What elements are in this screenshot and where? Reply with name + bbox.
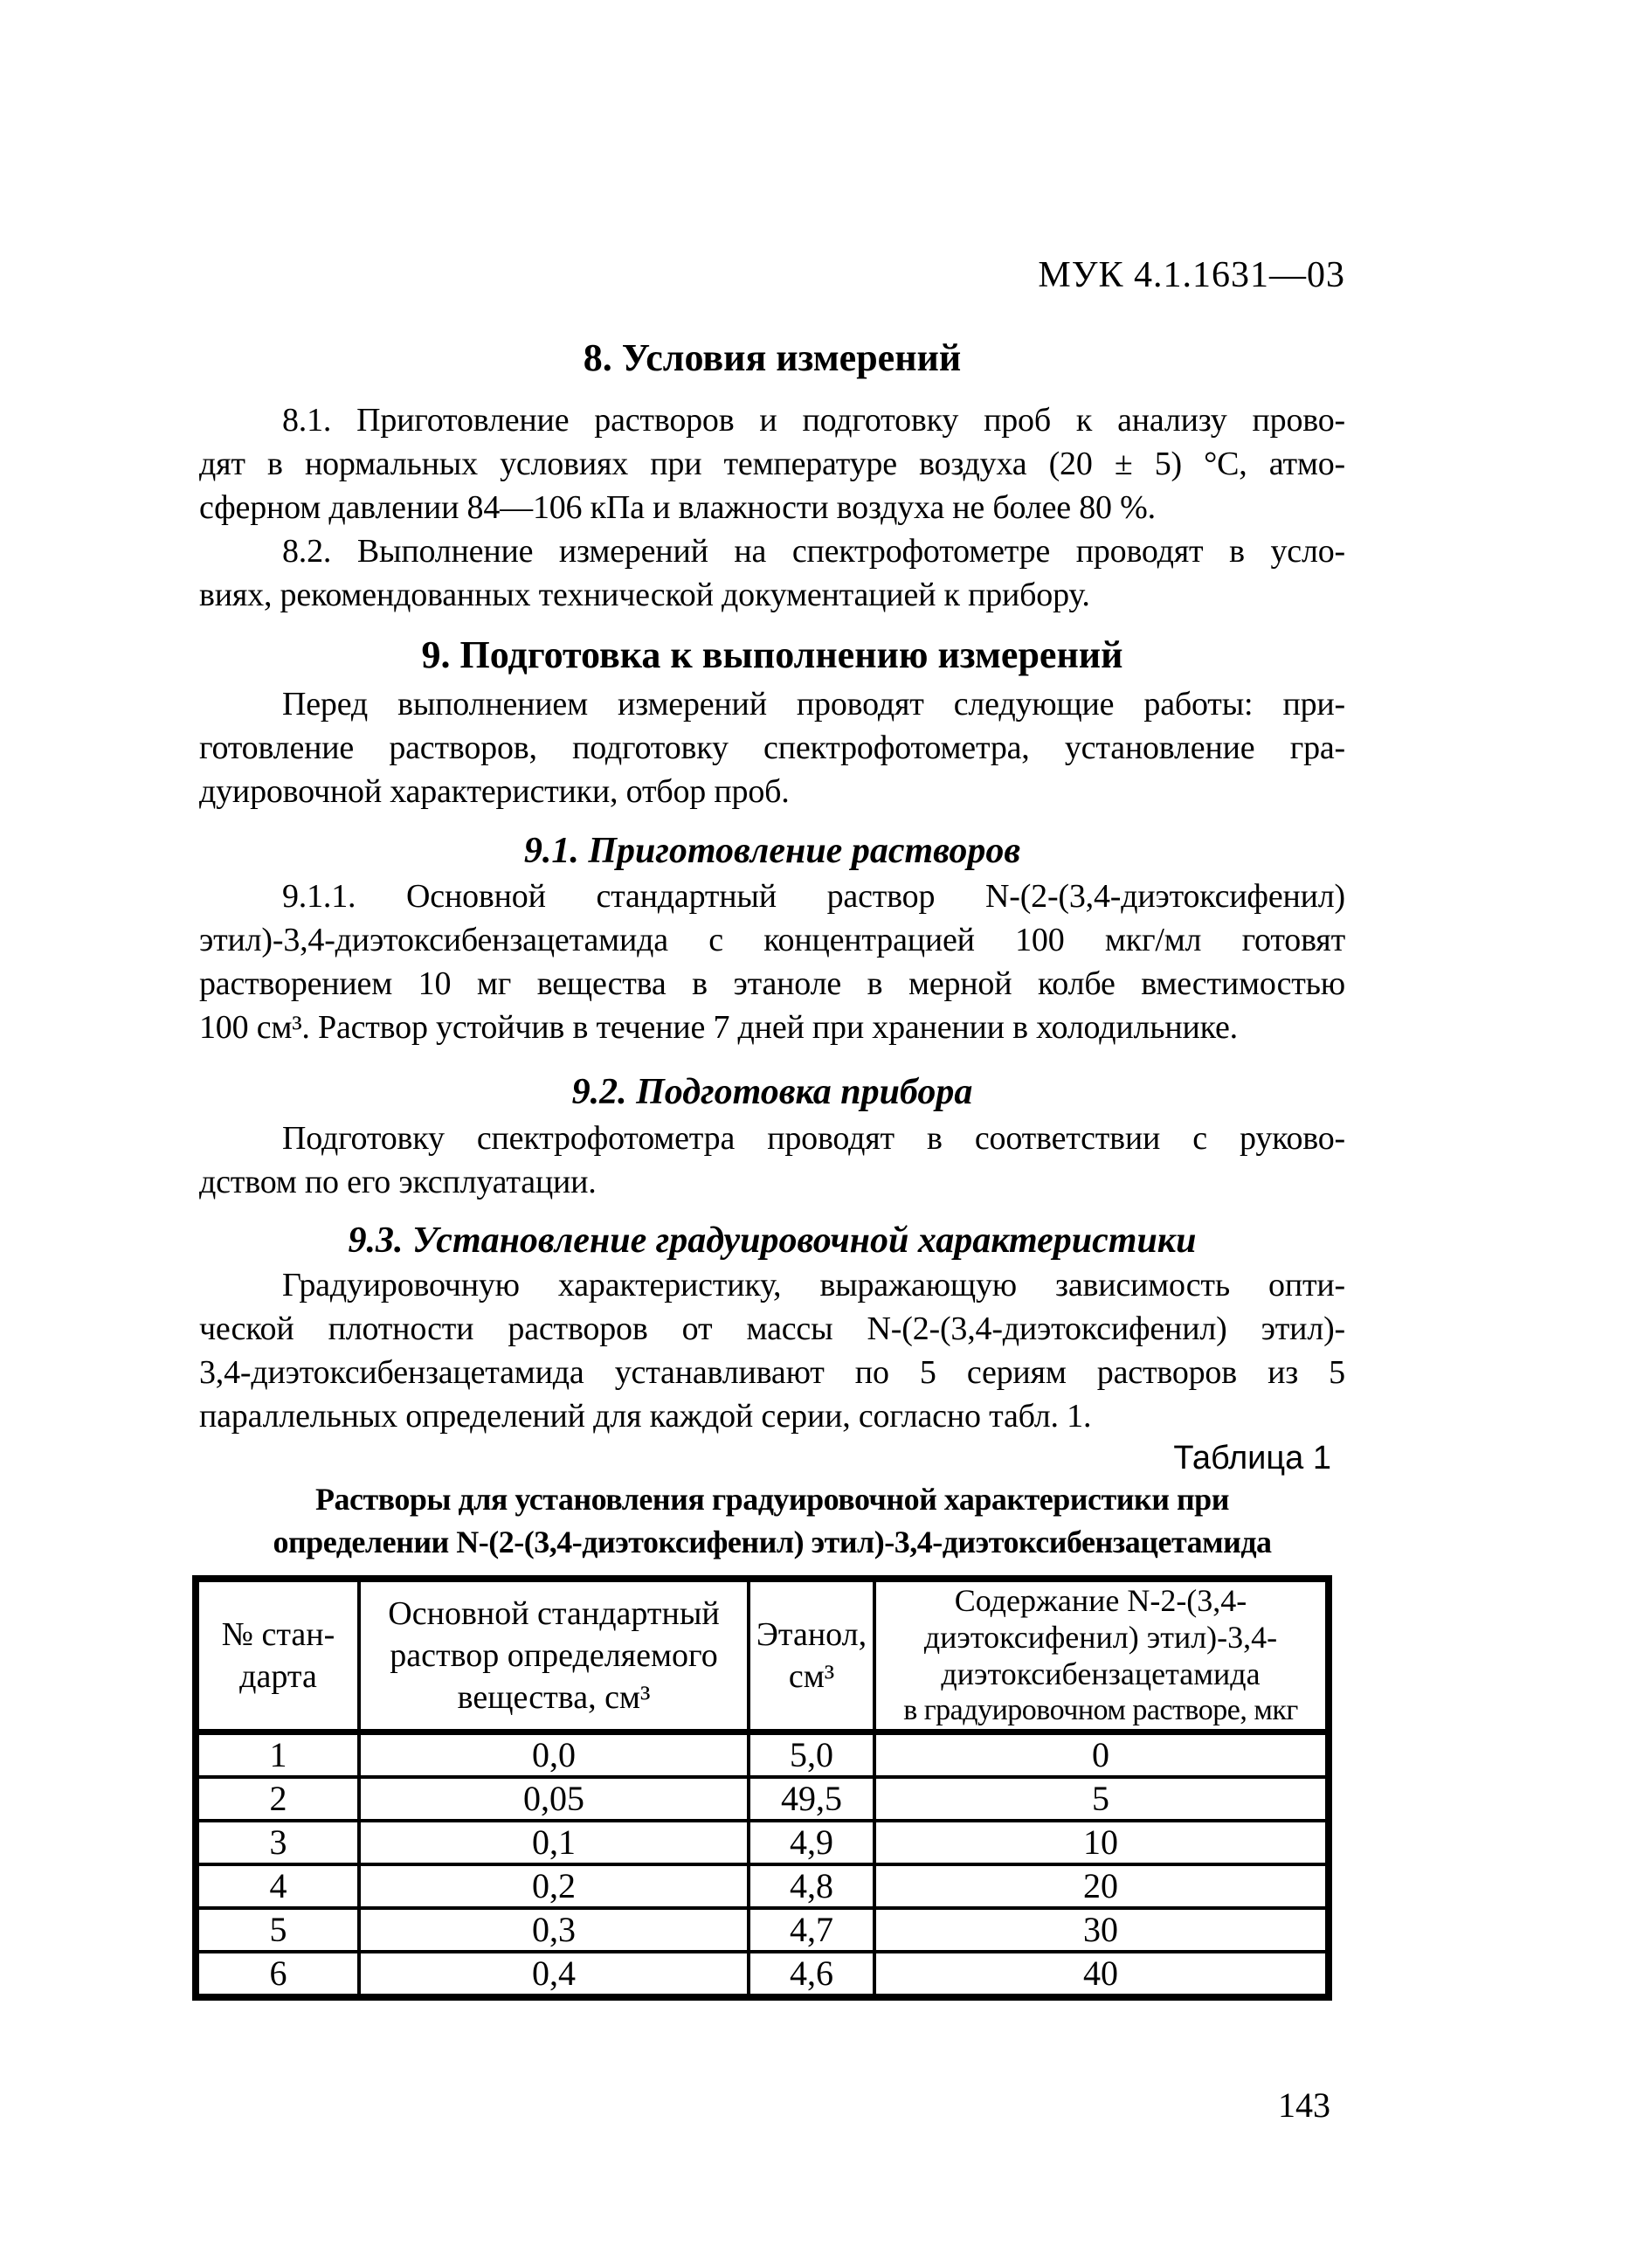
header-line: диэтоксифенил) этил)-3,4- (923, 1620, 1278, 1655)
table-caption-line: определении N-(2-(3,4-диэтоксифенил) эти… (273, 1525, 1272, 1559)
table-cell: 4,6 (747, 1950, 876, 1999)
table-cell: 1 (194, 1730, 361, 1779)
header-ethanol: Этанол, см³ (747, 1577, 876, 1735)
text-line: сферном давлении 84—106 кПа и влажности … (199, 489, 1156, 526)
table-cell: 40 (873, 1950, 1330, 1999)
header-line: раствор определяемого (390, 1637, 718, 1674)
table-cell: 4,9 (747, 1819, 876, 1866)
table-cell: 0,3 (357, 1906, 750, 1953)
table-container: № стан- дарта Основной стандартный раств… (192, 1575, 1345, 2001)
table-cell: 5 (194, 1906, 361, 1953)
text-line: ческой плотности растворов от массы N-(2… (199, 1310, 1345, 1347)
header-standard-number: № стан- дарта (194, 1577, 361, 1735)
table-caption: Растворы для установления градуировочной… (199, 1478, 1345, 1564)
page-number: 143 (1278, 2085, 1330, 2125)
header-line: в градуировочном растворе, мкг (903, 1694, 1298, 1726)
text-line: дуировочной характеристики, отбор проб. (199, 773, 790, 810)
text-line: растворением 10 мг вещества в этаноле в … (199, 965, 1345, 1002)
paragraph-8-1: 8.1. Приготовление растворов и подготовк… (199, 398, 1345, 529)
table-caption-line: Растворы для установления градуировочной… (315, 1482, 1229, 1517)
table-cell: 4,8 (747, 1863, 876, 1910)
table-cell: 5 (873, 1775, 1330, 1822)
table-cell: 5,0 (747, 1730, 876, 1779)
text-line: виях, рекомендованных технической докуме… (199, 577, 1090, 613)
table-cell: 20 (873, 1863, 1330, 1910)
table-cell: 4 (194, 1863, 361, 1910)
header-line: Содержание N-2-(3,4- (954, 1583, 1247, 1618)
table-number-label: Таблица 1 (1173, 1440, 1331, 1476)
text-line: 8.2. Выполнение измерений на спектрофото… (282, 533, 1345, 570)
header-line: Основной стандартный (388, 1595, 720, 1632)
header-line: дарта (239, 1658, 317, 1695)
table-cell: 4,7 (747, 1906, 876, 1953)
doc-code: МУК 4.1.1631—03 (1038, 255, 1345, 295)
paragraph-9-2: Подготовку спектрофотометра проводят в с… (199, 1117, 1345, 1204)
paragraph-9: Перед выполнением измерений проводят сле… (199, 682, 1345, 813)
header-line: № стан- (221, 1616, 335, 1653)
table-cell: 0,1 (357, 1819, 750, 1866)
table-header-row: № стан- дарта Основной стандартный раств… (194, 1577, 1330, 1735)
text-line: 3,4-диэтоксибензацетамида устанавливают … (199, 1354, 1345, 1391)
text-line: Подготовку спектрофотометра проводят в с… (282, 1120, 1345, 1157)
header-content-amount: Содержание N-2-(3,4- диэтоксифенил) этил… (873, 1577, 1330, 1735)
section-9-heading: 9. Подготовка к выполнению измерений (421, 633, 1123, 676)
section-8-heading: 8. Условия измерений (583, 336, 962, 379)
table-cell: 0,2 (357, 1863, 750, 1910)
text-line: 100 см³. Раствор устойчив в течение 7 дн… (199, 1009, 1238, 1046)
section-9-2-heading: 9.2. Подготовка прибора (571, 1072, 973, 1112)
table-cell: 6 (194, 1950, 361, 1999)
text-line: этил)-3,4-диэтоксибензацетамида с концен… (199, 922, 1345, 958)
header-line: см³ (788, 1658, 835, 1695)
table-row: 3 0,1 4,9 10 (194, 1819, 1330, 1866)
table-row: 5 0,3 4,7 30 (194, 1906, 1330, 1953)
text-line: Перед выполнением измерений проводят сле… (282, 686, 1345, 723)
table-row: 2 0,05 49,5 5 (194, 1775, 1330, 1822)
header-line: вещества, см³ (457, 1679, 651, 1716)
calibration-solutions-table: № стан- дарта Основной стандартный раств… (192, 1575, 1332, 2001)
text-line: 8.1. Приготовление растворов и подготовк… (282, 402, 1345, 439)
text-line: параллельных определений для каждой сери… (199, 1398, 1092, 1435)
table-row: 4 0,2 4,8 20 (194, 1863, 1330, 1910)
paragraph-8-2: 8.2. Выполнение измерений на спектрофото… (199, 529, 1345, 617)
header-standard-solution: Основной стандартный раствор определяемо… (357, 1577, 750, 1735)
section-9-3-heading: 9.3. Установление градуировочной характе… (348, 1220, 1197, 1261)
text-line: дят в нормальных условиях при температур… (199, 446, 1345, 482)
header-line: Этанол, (756, 1616, 867, 1653)
table-cell: 3 (194, 1819, 361, 1866)
table-cell: 49,5 (747, 1775, 876, 1822)
header-line: диэтоксибензацетамида (941, 1656, 1261, 1691)
page-content: МУК 4.1.1631—03 8. Условия измерений 8.1… (192, 0, 1345, 2126)
text-line: дством по его эксплуатации. (199, 1164, 597, 1200)
text-line: готовление растворов, подготовку спектро… (199, 729, 1345, 766)
text-line: Градуировочную характеристику, выражающу… (282, 1267, 1345, 1303)
text-line: 9.1.1. Основной стандартный раствор N-(2… (282, 878, 1345, 915)
paragraph-9-1-1: 9.1.1. Основной стандартный раствор N-(2… (199, 875, 1345, 1049)
table-cell: 30 (873, 1906, 1330, 1953)
table-cell: 10 (873, 1819, 1330, 1866)
table-cell: 0 (873, 1730, 1330, 1779)
table-cell: 2 (194, 1775, 361, 1822)
table-cell: 0,0 (357, 1730, 750, 1779)
section-9-1-heading: 9.1. Приготовление растворов (523, 831, 1021, 871)
table-row: 6 0,4 4,6 40 (194, 1950, 1330, 1999)
table-cell: 0,05 (357, 1775, 750, 1822)
table-row: 1 0,0 5,0 0 (194, 1730, 1330, 1779)
table-cell: 0,4 (357, 1950, 750, 1999)
paragraph-9-3: Градуировочную характеристику, выражающу… (199, 1263, 1345, 1438)
